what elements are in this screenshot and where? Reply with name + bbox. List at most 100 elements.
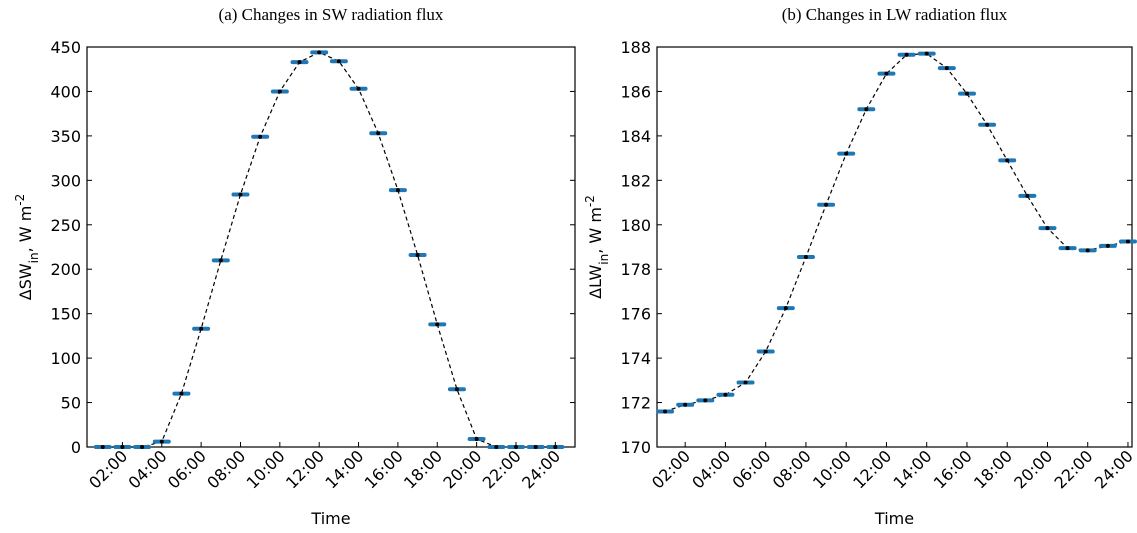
point-dot xyxy=(513,445,518,449)
point xyxy=(716,392,735,397)
y-axis-label-part: , W m xyxy=(16,206,35,253)
point-dot xyxy=(435,322,440,327)
y-tick-label: 184 xyxy=(620,127,651,146)
y-axis-label-part: -2 xyxy=(13,194,27,206)
x-tick-label: 18:00 xyxy=(400,446,446,492)
point xyxy=(796,255,815,259)
point xyxy=(113,445,132,449)
point-dot xyxy=(663,409,668,414)
point xyxy=(211,258,230,263)
point-dot xyxy=(1005,158,1010,163)
point xyxy=(447,387,466,392)
point xyxy=(656,409,675,414)
point xyxy=(467,437,486,441)
point-dot xyxy=(944,66,949,71)
point-dot xyxy=(723,392,728,397)
point-dot xyxy=(844,151,849,156)
x-tick-label: 10:00 xyxy=(809,446,855,492)
point xyxy=(408,253,427,257)
point-dot xyxy=(474,437,479,441)
point xyxy=(776,306,795,311)
point xyxy=(1118,239,1137,244)
point-dot xyxy=(703,398,708,403)
point-dot xyxy=(924,51,929,56)
point xyxy=(526,445,545,449)
y-tick-label: 400 xyxy=(50,82,81,101)
point xyxy=(957,91,976,96)
point-dot xyxy=(904,52,909,57)
point-dot xyxy=(218,258,223,263)
point xyxy=(487,445,506,449)
x-tick-label: 10:00 xyxy=(243,446,289,492)
x-tick-label: 14:00 xyxy=(321,446,367,492)
point xyxy=(329,59,348,64)
point-dot xyxy=(803,255,808,259)
chart-title: (b) Changes in LW radiation flux xyxy=(782,5,1008,24)
point-dot xyxy=(454,387,459,392)
point xyxy=(837,151,856,156)
x-tick-label: 12:00 xyxy=(282,446,328,492)
y-axis-label-part: ΔSW xyxy=(16,263,35,300)
y-tick-label: 182 xyxy=(620,171,651,190)
x-tick-label: 12:00 xyxy=(849,446,895,492)
point-dot xyxy=(1065,246,1070,251)
y-tick-label: 172 xyxy=(620,394,651,413)
x-tick-label: 16:00 xyxy=(930,446,976,492)
point xyxy=(369,131,388,136)
point-dot xyxy=(683,402,688,407)
point-dot xyxy=(277,89,282,94)
point xyxy=(506,445,525,449)
plot-frame xyxy=(86,46,576,448)
y-tick-label: 188 xyxy=(620,38,651,57)
point-dot xyxy=(884,71,889,76)
point-dot xyxy=(1025,193,1030,198)
x-tick-label: 24:00 xyxy=(1091,446,1137,492)
y-tick-label: 150 xyxy=(50,305,81,324)
point xyxy=(696,398,715,403)
point-dot xyxy=(494,445,499,449)
y-tick-label: 186 xyxy=(620,82,651,101)
x-tick-label: 24:00 xyxy=(518,446,564,492)
point xyxy=(1058,246,1077,251)
y-axis-label-part: in xyxy=(597,254,611,265)
y-tick-label: 100 xyxy=(50,349,81,368)
x-tick-label: 04:00 xyxy=(688,446,734,492)
x-tick-label: 14:00 xyxy=(889,446,935,492)
point xyxy=(290,60,309,65)
point xyxy=(428,322,447,327)
y-axis-label-part: , W m xyxy=(586,207,605,254)
point-dot xyxy=(964,91,969,96)
point-dot xyxy=(985,122,990,127)
point xyxy=(192,326,211,331)
point xyxy=(817,202,836,207)
point-dot xyxy=(1125,239,1130,244)
point-dot xyxy=(1105,243,1110,248)
point xyxy=(937,66,956,71)
point-dot xyxy=(763,349,768,354)
x-tick-label: 20:00 xyxy=(439,446,485,492)
point-dot xyxy=(783,306,788,311)
y-tick-label: 180 xyxy=(620,216,651,235)
point xyxy=(978,122,997,127)
point xyxy=(1018,193,1037,198)
point-dot xyxy=(100,445,105,449)
point xyxy=(857,107,876,112)
point xyxy=(1038,226,1057,231)
point-dot xyxy=(864,107,869,112)
series-line xyxy=(664,53,1129,413)
point-dot xyxy=(376,131,381,136)
y-tick-label: 450 xyxy=(50,38,81,57)
point xyxy=(877,71,896,76)
point-dot xyxy=(297,60,302,65)
y-tick-label: 0 xyxy=(71,438,81,457)
x-axis-label: Time xyxy=(310,509,350,528)
panel: (b) Changes in LW radiation flux 170 172 17… xyxy=(583,5,1137,528)
point-dot xyxy=(258,134,263,139)
x-tick-label: 18:00 xyxy=(970,446,1016,492)
point-dot xyxy=(238,192,243,197)
point-dot xyxy=(159,439,164,444)
x-tick-label: 04:00 xyxy=(125,446,171,492)
point-dot xyxy=(743,380,748,385)
chart-title: (a) Changes in SW radiation flux xyxy=(219,5,444,24)
